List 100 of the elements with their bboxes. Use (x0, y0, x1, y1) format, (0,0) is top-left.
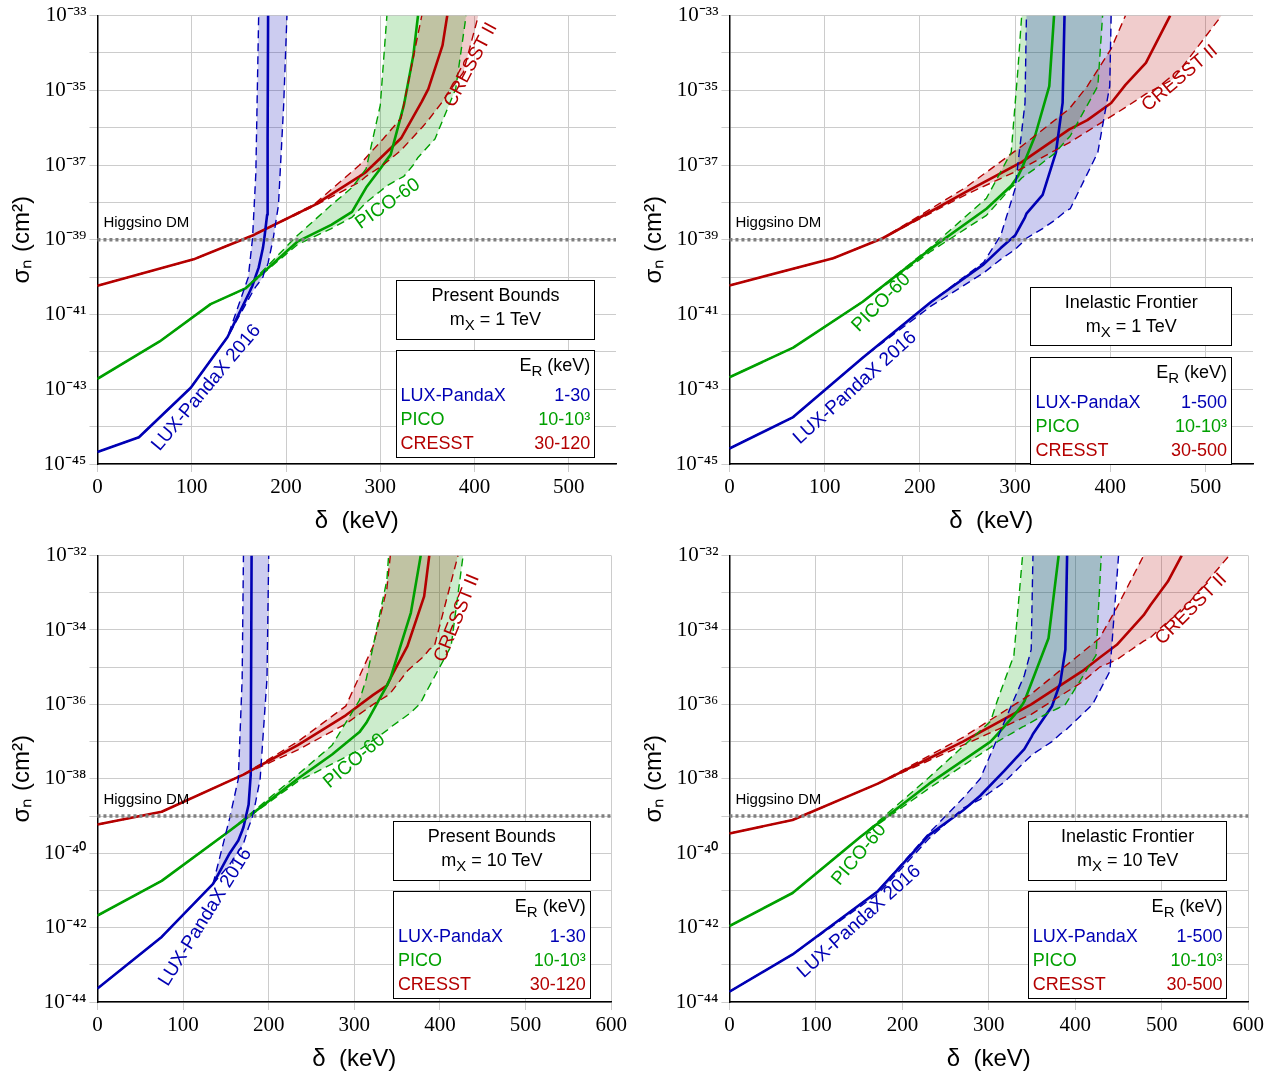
annotation: CRESST (400, 431, 474, 455)
x-tick-label: 0 (724, 474, 735, 499)
annotation: LUX-PandaX (1035, 390, 1141, 414)
x-tick-label: 300 (973, 1012, 1005, 1037)
annotation: 10-10³ (1175, 414, 1228, 438)
ref-line-label: Higgsino DM (103, 789, 190, 807)
y-tick-label: 10⁻³⁴ (676, 616, 719, 641)
x-tick-label: 400 (424, 1012, 456, 1037)
y-tick-label: 10⁻³⁶ (44, 690, 87, 715)
annotation: PICO (400, 407, 445, 431)
x-axis-title: δ (keV) (314, 506, 399, 534)
x-tick-label: 500 (553, 474, 585, 499)
y-tick-label: 10⁻³⁷ (676, 151, 719, 176)
y-tick-label: 10⁻³⁹ (44, 226, 87, 251)
annotation: m$_{X}$ = 10 TeV (1076, 849, 1180, 876)
annotation: 30-500 (1166, 972, 1223, 996)
x-tick-label: 400 (1094, 474, 1126, 499)
x-tick-label: 100 (808, 474, 841, 499)
ref-line-label: Higgsino DM (735, 213, 822, 231)
x-axis-title: δ (keV) (312, 1044, 397, 1072)
x-tick-label: 200 (252, 1012, 285, 1037)
x-tick-label: 100 (175, 474, 208, 499)
annotation: CRESST (1035, 438, 1109, 462)
annotation: E$_{R}$ (keV) (518, 354, 591, 381)
y-tick-label: 10⁻³⁴ (44, 616, 87, 641)
annotation: 1-500 (1176, 924, 1223, 948)
annotation: 10-10³ (538, 407, 591, 431)
y-axis-title: σₙ (cm²) (639, 196, 667, 284)
y-tick-label: 10⁻⁴⁰ (44, 839, 87, 864)
y-tick-label: 10⁻⁴⁴ (43, 988, 87, 1013)
ref-line-label: Higgsino DM (735, 789, 822, 807)
annotation: m$_{X}$ = 1 TeV (448, 308, 543, 335)
x-axis-title: δ (keV) (949, 506, 1034, 534)
y-tick-label: 10⁻⁴³ (44, 375, 87, 400)
annotation: E$_{R}$ (keV) (513, 895, 586, 922)
y-axis-title: σₙ (cm²) (639, 735, 667, 823)
annotation: PICO (397, 948, 442, 972)
y-tick-label: 10⁻⁴⁴ (675, 988, 719, 1013)
annotation: LUX-PandaX (400, 383, 506, 407)
x-tick-label: 300 (338, 1012, 371, 1037)
annotation: 30-120 (534, 431, 591, 455)
annotation: 30-120 (529, 972, 586, 996)
annotation: Present Bounds (426, 825, 557, 849)
annotation: CRESST (397, 972, 471, 996)
x-tick-label: 600 (1232, 1012, 1264, 1037)
x-tick-label: 400 (458, 474, 491, 499)
annotation: 10-10³ (533, 948, 586, 972)
annotation: LUX-PandaX (1032, 924, 1138, 948)
annotation: E$_{R}$ (keV) (1150, 895, 1223, 922)
y-tick-label: 10⁻⁴⁵ (43, 450, 87, 475)
x-tick-label: 500 (1189, 474, 1222, 499)
annotation: 1-500 (1181, 390, 1228, 414)
y-tick-label: 10⁻³⁸ (676, 765, 719, 790)
y-tick-label: 10⁻³⁷ (44, 151, 87, 176)
annotation: LUX-PandaX (397, 924, 503, 948)
y-tick-label: 10⁻⁴¹ (676, 301, 719, 326)
y-tick-label: 10⁻⁴⁰ (676, 839, 719, 864)
y-tick-label: 10⁻⁴³ (676, 375, 719, 400)
annotation: Present Bounds (430, 284, 561, 308)
x-tick-label: 500 (1146, 1012, 1178, 1037)
annotation: 30-500 (1170, 438, 1228, 462)
x-tick-label: 500 (509, 1012, 542, 1037)
annotation: 1-30 (549, 924, 586, 948)
x-tick-label: 0 (92, 474, 103, 499)
y-tick-label: 10⁻⁴² (44, 914, 87, 939)
annotation: 1-30 (554, 383, 591, 407)
y-tick-label: 10⁻³⁵ (676, 76, 719, 101)
y-tick-label: 10⁻³² (45, 542, 87, 567)
x-axis-title: δ (keV) (946, 1044, 1031, 1072)
x-tick-label: 600 (595, 1012, 627, 1037)
annotation: 10-10³ (1170, 948, 1223, 972)
annotation: PICO (1035, 414, 1080, 438)
x-tick-label: 300 (364, 474, 397, 499)
x-tick-label: 100 (800, 1012, 832, 1037)
annotation: E$_{R}$ (keV) (1155, 361, 1228, 388)
x-tick-label: 200 (270, 474, 302, 499)
annotation: Inelastic Frontier (1060, 825, 1196, 849)
y-tick-label: 10⁻⁴⁵ (675, 450, 719, 475)
text-box: Present Bounds m$_{X}$ = 1 TeV (395, 280, 596, 340)
x-tick-label: 0 (724, 1012, 735, 1037)
y-tick-label: 10⁻³³ (677, 2, 719, 27)
y-tick-label: 10⁻³⁸ (44, 765, 87, 790)
text-box: Inelastic Frontier m$_{X}$ = 1 TeV (1030, 286, 1233, 347)
x-tick-label: 200 (886, 1012, 919, 1037)
y-tick-label: 10⁻³⁶ (676, 690, 719, 715)
y-tick-label: 10⁻³² (677, 542, 719, 567)
y-tick-label: 10⁻⁴¹ (44, 301, 87, 326)
y-tick-label: 10⁻³⁹ (676, 226, 719, 251)
x-tick-label: 100 (167, 1012, 199, 1037)
y-axis-title: σₙ (cm²) (7, 735, 35, 823)
x-tick-label: 0 (92, 1012, 103, 1037)
text-box: Present Bounds m$_{X}$ = 10 TeV (392, 821, 591, 881)
y-tick-label: 10⁻³⁵ (44, 76, 87, 101)
ref-line-label: Higgsino DM (103, 213, 190, 231)
annotation: CRESST (1032, 972, 1106, 996)
x-tick-label: 300 (999, 474, 1031, 499)
annotation: m$_{X}$ = 1 TeV (1084, 314, 1178, 342)
x-tick-label: 400 (1059, 1012, 1092, 1037)
y-axis-title: σₙ (cm²) (7, 196, 35, 284)
y-tick-label: 10⁻⁴² (676, 914, 719, 939)
